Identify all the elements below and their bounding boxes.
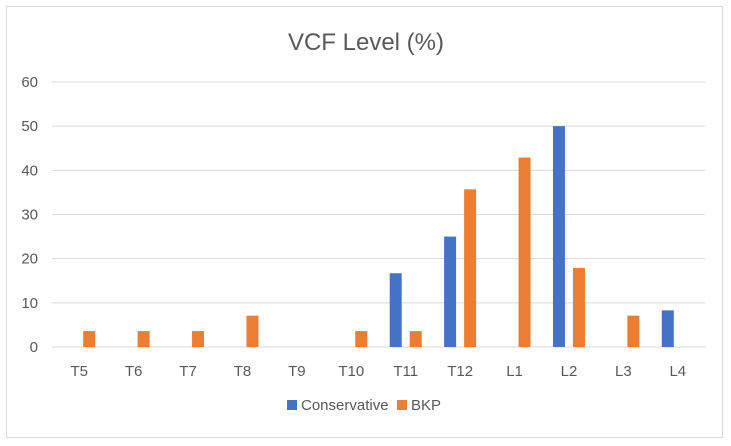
bar-conservative-l4 [661,310,674,347]
bar-bkp-l3 [627,315,640,347]
bar-bkp-t11 [409,331,422,347]
bar-bkp-l1 [518,157,531,347]
bar-bkp-t5 [83,331,96,347]
y-tick-label: 30 [21,207,38,224]
chart-frame [6,6,723,438]
x-tick-label: T12 [447,363,473,380]
gridlines [52,81,705,348]
x-tick-label: T5 [70,363,88,380]
x-tick-label: T8 [234,363,252,380]
bar-bkp-t10 [355,331,368,347]
y-tick-label: 50 [21,118,38,135]
y-tick-label: 60 [21,74,38,91]
x-tick-label: L2 [561,363,578,380]
legend-swatch-conservative [287,400,297,410]
y-tick-label: 0 [30,339,38,356]
bar-conservative-t12 [444,236,457,347]
bar-bkp-t12 [464,189,477,347]
bar-conservative-l2 [552,126,565,348]
x-axis-ticks: T5 T6 T7 T8 T9 T10 T11 T12 L1 L2 L3 L4 [70,363,686,380]
bar-bkp-t8 [246,315,259,347]
x-tick-label: T11 [393,363,418,380]
x-tick-label: T6 [125,363,143,380]
legend-label-conservative: Conservative [301,397,389,414]
bar-conservative-t11 [389,273,402,347]
y-axis-ticks: 0 10 20 30 40 50 60 [21,74,38,356]
bar-bkp-l2 [572,267,585,347]
legend-swatch-bkp [397,400,407,410]
x-tick-label: L4 [669,363,686,380]
y-tick-label: 10 [21,295,38,312]
x-tick-label: L3 [615,363,632,380]
bar-bkp-t6 [137,331,150,347]
x-tick-label: T7 [179,363,197,380]
y-tick-label: 20 [21,251,38,268]
y-tick-label: 40 [21,162,38,179]
bars [83,126,674,348]
x-tick-label: T10 [338,363,364,380]
x-tick-label: T9 [288,363,306,380]
x-tick-label: L1 [506,363,523,380]
bar-bkp-t7 [192,331,205,347]
legend: Conservative BKP [287,397,441,414]
chart-title: VCF Level (%) [288,29,444,56]
legend-label-bkp: BKP [411,397,441,414]
